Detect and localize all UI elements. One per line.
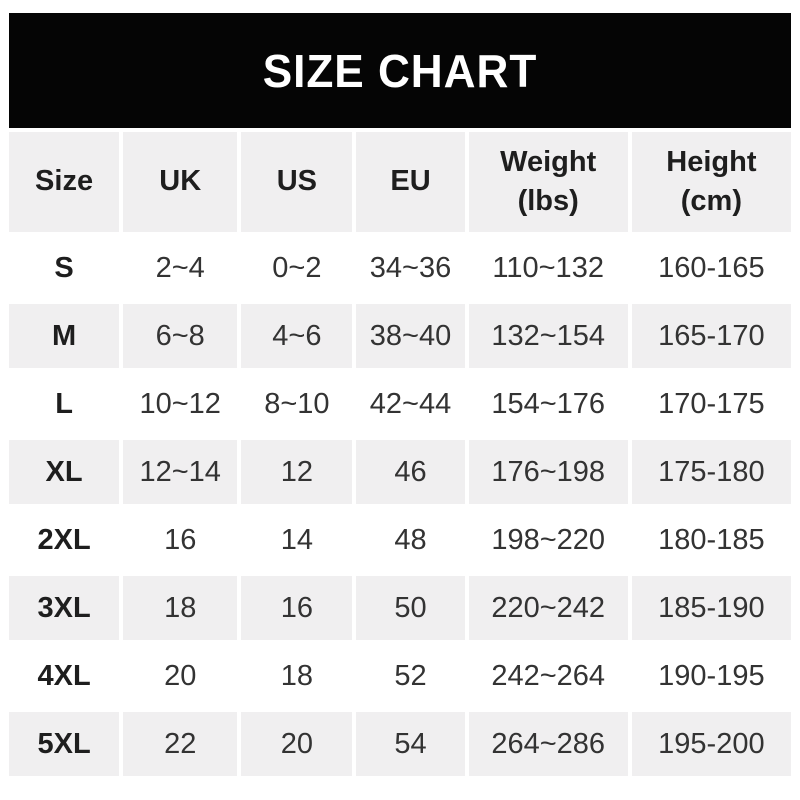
size-cell: XL [9, 440, 120, 504]
table-row-2xl: 2XL 16 14 48 198~220 180-185 [9, 508, 791, 572]
weight-cell: 110~132 [468, 236, 628, 300]
weight-cell: 242~264 [468, 644, 628, 708]
weight-cell: 132~154 [468, 304, 628, 368]
table-row-l: L 10~12 8~10 42~44 154~176 170-175 [9, 372, 791, 436]
table-row-5xl: 5XL 22 20 54 264~286 195-200 [9, 712, 791, 776]
height-cell: 185-190 [631, 576, 791, 640]
eu-cell: 52 [356, 644, 465, 708]
uk-cell: 18 [123, 576, 238, 640]
uk-cell: 2~4 [123, 236, 238, 300]
us-cell: 12 [241, 440, 353, 504]
eu-cell: 48 [356, 508, 465, 572]
table-header-row: Size UK US EU Weight (lbs) Height (cm) [9, 132, 791, 232]
eu-cell: 38~40 [356, 304, 465, 368]
table-row-s: S 2~4 0~2 34~36 110~132 160-165 [9, 236, 791, 300]
eu-cell: 46 [356, 440, 465, 504]
uk-cell: 20 [123, 644, 238, 708]
uk-cell: 10~12 [123, 372, 238, 436]
size-cell: 2XL [9, 508, 120, 572]
height-cell: 165-170 [631, 304, 791, 368]
header-cell-eu: EU [356, 132, 465, 232]
height-cell: 170-175 [631, 372, 791, 436]
us-cell: 20 [241, 712, 353, 776]
us-cell: 0~2 [241, 236, 353, 300]
height-cell: 160-165 [631, 236, 791, 300]
us-cell: 4~6 [241, 304, 353, 368]
table-row-3xl: 3XL 18 16 50 220~242 185-190 [9, 576, 791, 640]
uk-cell: 22 [123, 712, 238, 776]
header-cell-uk: UK [123, 132, 238, 232]
uk-cell: 12~14 [123, 440, 238, 504]
weight-cell: 176~198 [468, 440, 628, 504]
us-cell: 8~10 [241, 372, 353, 436]
eu-cell: 42~44 [356, 372, 465, 436]
page-title: SIZE CHART [262, 44, 538, 97]
height-cell: 195-200 [631, 712, 791, 776]
header-cell-us: US [241, 132, 353, 232]
eu-cell: 50 [356, 576, 465, 640]
uk-cell: 6~8 [123, 304, 238, 368]
eu-cell: 34~36 [356, 236, 465, 300]
size-cell: 5XL [9, 712, 120, 776]
height-cell: 190-195 [631, 644, 791, 708]
table-row-xl: XL 12~14 12 46 176~198 175-180 [9, 440, 791, 504]
size-cell: 3XL [9, 576, 120, 640]
header-cell-weight: Weight (lbs) [468, 132, 628, 232]
weight-cell: 154~176 [468, 372, 628, 436]
size-cell: S [9, 236, 120, 300]
us-cell: 14 [241, 508, 353, 572]
size-cell: L [9, 372, 120, 436]
weight-cell: 220~242 [468, 576, 628, 640]
size-cell: 4XL [9, 644, 120, 708]
header-cell-height: Height (cm) [631, 132, 791, 232]
header-cell-size: Size [9, 132, 120, 232]
height-cell: 180-185 [631, 508, 791, 572]
height-cell: 175-180 [631, 440, 791, 504]
title-banner: SIZE CHART [9, 13, 791, 128]
table-row-m: M 6~8 4~6 38~40 132~154 165-170 [9, 304, 791, 368]
us-cell: 16 [241, 576, 353, 640]
table-row-4xl: 4XL 20 18 52 242~264 190-195 [9, 644, 791, 708]
us-cell: 18 [241, 644, 353, 708]
eu-cell: 54 [356, 712, 465, 776]
size-cell: M [9, 304, 120, 368]
size-chart-table: Size UK US EU Weight (lbs) Height (cm) S… [9, 132, 791, 776]
uk-cell: 16 [123, 508, 238, 572]
weight-cell: 198~220 [468, 508, 628, 572]
weight-cell: 264~286 [468, 712, 628, 776]
